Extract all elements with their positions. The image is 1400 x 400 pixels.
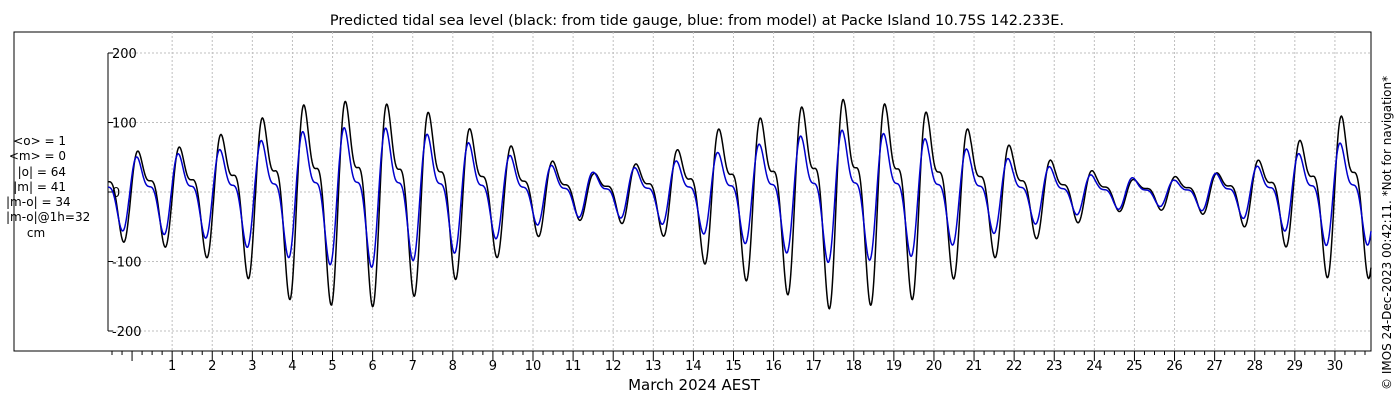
y-tick-label: 0: [112, 186, 120, 201]
x-tick-label: 21: [966, 359, 983, 374]
x-tick-label: 6: [368, 359, 376, 374]
stat-abs-observed: |o| = 64: [17, 164, 66, 179]
x-tick-label: 12: [605, 359, 622, 374]
stat-abs-model: |m| = 41: [13, 179, 66, 194]
series-line-tide-gauge: [108, 98, 1372, 310]
y-tick-label: 100: [112, 117, 137, 132]
x-tick-label: 17: [805, 359, 822, 374]
stat-mean-model: <m> = 0: [8, 149, 66, 164]
x-axis: 1 2 3 4 5 6 7 8 9 10 11 12 13 14 15 16 17 18 19 20 21 22 23 24 2…: [111, 351, 1366, 374]
copyright-notice: © IMOS 24-Dec-2023 00:42:11. *Not for na…: [1380, 75, 1394, 390]
x-tick-label: 3: [248, 359, 256, 374]
stat-unit: cm: [26, 225, 46, 240]
y-tick-label: 200: [112, 47, 137, 62]
series-lines: [108, 98, 1372, 310]
x-tick-label: 13: [645, 359, 662, 374]
stat-abs-difference-1h: |m-o|@1h=32: [6, 210, 91, 225]
x-tick-label: 10: [525, 359, 542, 374]
x-tick-label: 11: [565, 359, 582, 374]
series-line-model: [108, 126, 1372, 269]
x-tick-label: 18: [845, 359, 862, 374]
x-tick-label: 2: [208, 359, 216, 374]
x-tick-label: 8: [449, 359, 457, 374]
x-tick-label: 20: [926, 359, 943, 374]
x-tick-label: 22: [1006, 359, 1023, 374]
x-tick-label: 14: [685, 359, 702, 374]
stat-abs-difference: |m-o| = 34: [6, 195, 71, 210]
x-tick-label: 25: [1126, 359, 1143, 374]
x-tick-label: 9: [489, 359, 497, 374]
x-tick-label: 23: [1046, 359, 1063, 374]
chart-title: Predicted tidal sea level (black: from t…: [330, 13, 1064, 29]
x-tick-label: 27: [1206, 359, 1223, 374]
statistics-panel: <o> = 1 <m> = 0 |o| = 64 |m| = 41 |m-o| …: [6, 134, 91, 241]
grid-lines: [108, 32, 1371, 351]
x-tick-label: 30: [1327, 359, 1344, 374]
stat-mean-observed: <o> = 1: [13, 134, 66, 148]
y-axis: -200 -100 0 100 200: [107, 47, 142, 340]
x-tick-label: 16: [765, 359, 782, 374]
x-tick-label: 1: [168, 359, 176, 374]
x-tick-label: 7: [409, 359, 417, 374]
y-tick-label: -200: [112, 325, 142, 340]
x-tick-label: 24: [1086, 359, 1103, 374]
x-tick-label: 15: [725, 359, 742, 374]
x-tick-label: 26: [1166, 359, 1183, 374]
x-axis-label: March 2024 AEST: [628, 376, 761, 394]
x-tick-label: 29: [1287, 359, 1304, 374]
x-tick-label: 4: [288, 359, 296, 374]
plot-frame: [13, 31, 1372, 352]
x-tick-label: 28: [1246, 359, 1263, 374]
x-tick-label: 19: [886, 359, 903, 374]
y-tick-label: -100: [112, 256, 142, 271]
x-tick-label: 5: [328, 359, 336, 374]
